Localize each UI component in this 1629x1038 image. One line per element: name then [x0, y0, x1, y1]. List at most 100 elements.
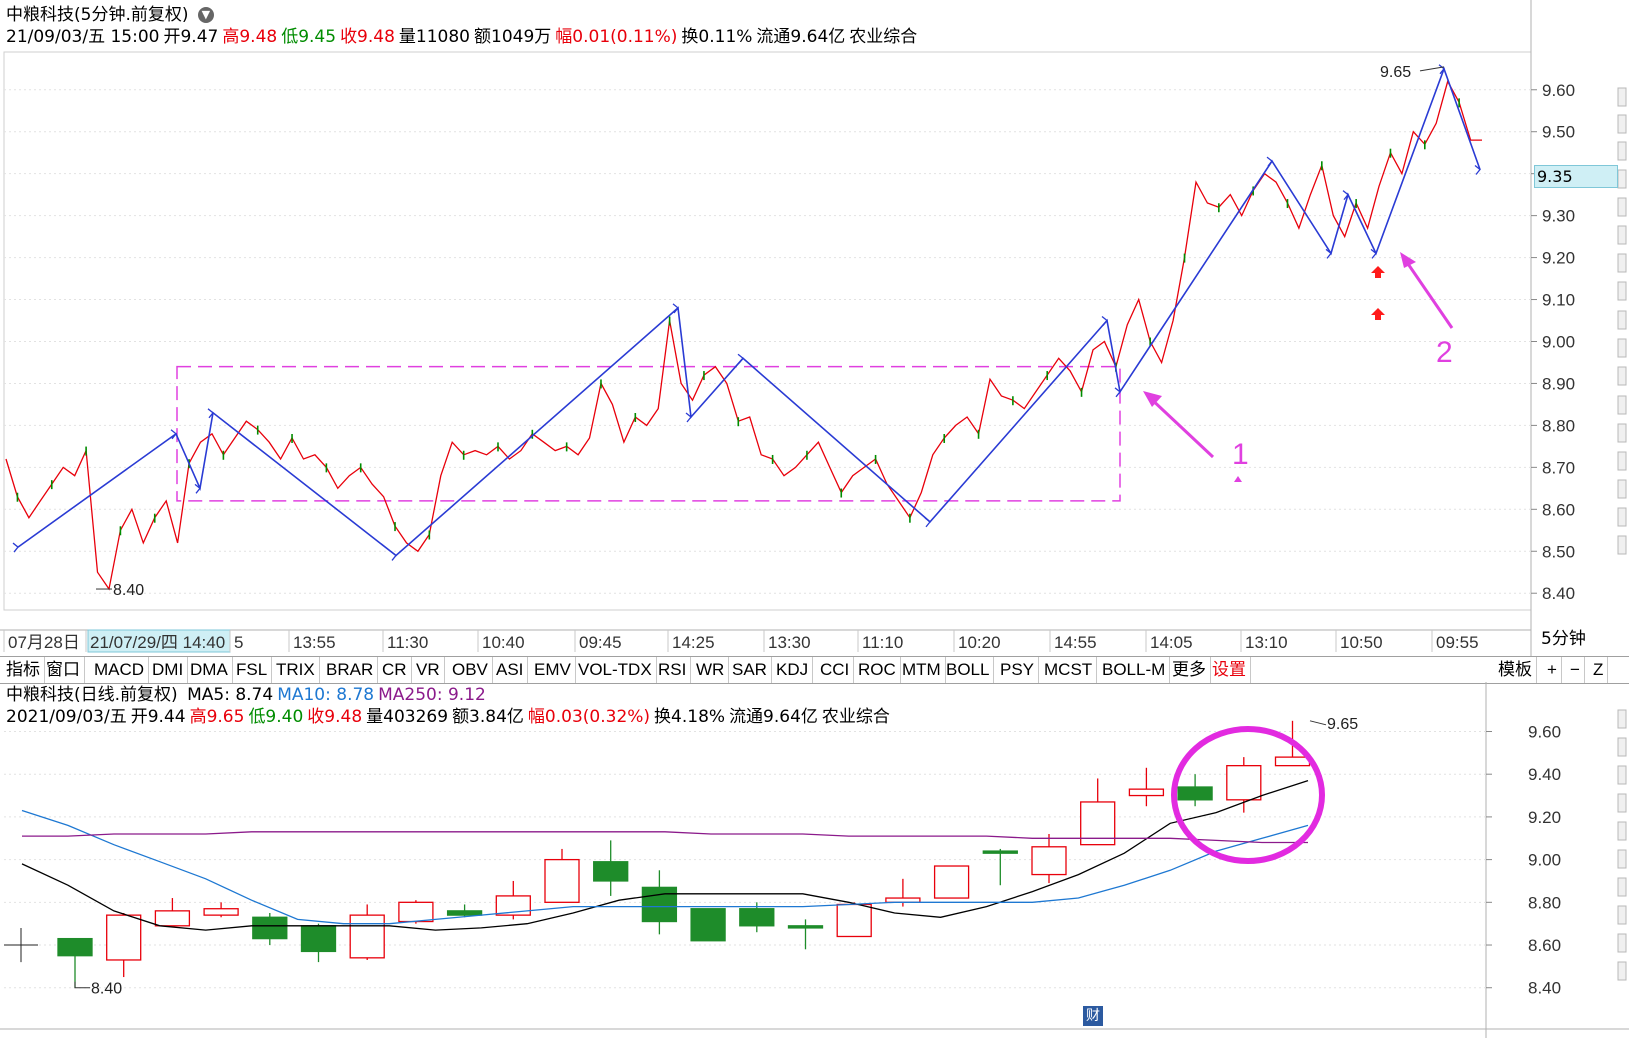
toolbar-item[interactable]: MCST	[1040, 657, 1098, 683]
toolbar-item[interactable]: 窗口	[42, 657, 85, 683]
toolbar-right-item[interactable]: Z	[1589, 657, 1609, 683]
toolbar-item[interactable]: BOLL-M	[1098, 657, 1171, 683]
toolbar-item[interactable]: 更多	[1168, 657, 1211, 683]
toolbar-item[interactable]: 设置	[1208, 657, 1251, 683]
side-scroll-button	[1617, 395, 1627, 415]
info-field: 量11080	[398, 27, 471, 47]
lower-ytick-label: 9.40	[1528, 765, 1561, 784]
upper-title-row: 中粮科技(5分钟.前复权) ▼	[6, 4, 218, 26]
zigzag-vertex-arrow	[924, 517, 931, 528]
toolbar-item[interactable]: VR	[412, 657, 445, 683]
upper-xtick-label: 14:55	[1054, 633, 1097, 652]
info-field: 农业综合	[849, 27, 918, 47]
toolbar-item[interactable]: CR	[378, 657, 412, 683]
upper-ytick-label: 8.40	[1542, 584, 1575, 603]
five-minute-price-chart[interactable]: 9.609.509.409.309.209.109.008.908.808.70…	[0, 0, 1629, 656]
zigzag-vertex-arrow	[12, 542, 19, 553]
period-label[interactable]: 5分钟	[1541, 629, 1586, 649]
side-scroll-button	[1617, 197, 1627, 217]
candle-up	[836, 903, 872, 938]
daily-candlestick-chart[interactable]: 9.60 9.40 9.20 9.00 8.80 8.60 8.40 8.40 9.65	[0, 682, 1629, 1038]
chevron-down-icon[interactable]: ▼	[197, 7, 214, 23]
toolbar-item[interactable]: BRAR	[322, 657, 379, 683]
info-field: 开9.47	[163, 27, 219, 47]
toolbar-right-item[interactable]: 模板	[1494, 657, 1537, 683]
lower-ytick-label: 8.60	[1528, 936, 1561, 955]
upper-xtick-label: 13:55	[293, 633, 336, 652]
toolbar-item[interactable]: DMA	[186, 657, 233, 683]
side-scroll-button	[1617, 961, 1627, 981]
info-field: 2021/09/03/五	[6, 707, 127, 727]
low-marker-label: 8.40	[113, 582, 144, 599]
info-field: 额3.84亿	[452, 707, 524, 727]
upper-ytick-label: 9.50	[1542, 123, 1575, 142]
info-field: 幅0.01(0.11%)	[555, 27, 678, 47]
upper-xtick-label: 07月28日	[8, 633, 80, 652]
candle-up	[933, 865, 970, 899]
consolidation-box	[176, 365, 1121, 502]
toolbar-right-item[interactable]: −	[1566, 657, 1585, 683]
ma-line-ma250	[22, 831, 1308, 844]
info-field: 额1049万	[474, 27, 552, 47]
high-marker-line	[1419, 66, 1445, 72]
zigzag-vertex-arrow	[1342, 190, 1349, 201]
lower-ytick-label: 8.80	[1528, 893, 1561, 912]
toolbar-item[interactable]: RSI	[654, 657, 692, 683]
toolbar-item[interactable]: ASI	[492, 657, 529, 683]
ma-label[interactable]: MA10: 8.78	[277, 685, 375, 705]
lower-ytick-label: 9.00	[1528, 851, 1561, 870]
high-marker-line	[1309, 720, 1327, 726]
annotation-dot-1	[1234, 476, 1242, 482]
toolbar-item[interactable]: EMV	[530, 657, 576, 683]
high-marker-label: 9.65	[1380, 64, 1411, 81]
upper-xtick-label: 13:30	[768, 633, 811, 652]
toolbar-item[interactable]: 指标	[2, 657, 45, 683]
lower-title-row: 中粮科技(日线.前复权) MA5: 8.74 MA10: 8.78 MA250: 9…	[6, 684, 490, 706]
upper-xtick-label: 09:55	[1436, 633, 1479, 652]
upper-xtick-label: 11:30	[387, 633, 428, 652]
toolbar-item[interactable]: ROC	[854, 657, 901, 683]
side-scroll-button	[1617, 253, 1627, 273]
ma-label[interactable]: MA5: 8.74	[187, 685, 274, 705]
zigzag-vertex-arrow	[1266, 156, 1273, 167]
toolbar-item[interactable]: VOL-TDX	[574, 657, 657, 683]
buy-signal-arrow-icon	[1371, 266, 1385, 278]
lower-ytick-label: 9.20	[1528, 808, 1561, 827]
zigzag-vertex-arrow	[207, 408, 214, 419]
toolbar-item[interactable]: SAR	[728, 657, 772, 683]
upper-xtick-label: 11:10	[862, 633, 903, 652]
info-field: 开9.44	[130, 707, 186, 727]
info-field: 换0.11%	[681, 27, 753, 47]
toolbar-item[interactable]: BOLL	[942, 657, 995, 683]
candle-up	[154, 910, 191, 927]
upper-ytick-label: 9.10	[1542, 291, 1575, 310]
candle-down	[252, 916, 288, 940]
annotation-arrowhead-2	[1400, 252, 1416, 268]
upper-ytick-label: 9.30	[1542, 207, 1575, 226]
toolbar-item[interactable]: PSY	[996, 657, 1040, 683]
toolbar-item[interactable]: FSL	[232, 657, 273, 683]
lower-stock-title[interactable]: 中粮科技(日线.前复权)	[6, 685, 178, 705]
toolbar-item[interactable]: KDJ	[772, 657, 814, 683]
low-marker-label: 8.40	[91, 981, 122, 998]
toolbar-item[interactable]: WR	[692, 657, 730, 683]
toolbar-item[interactable]: DMI	[148, 657, 189, 683]
side-scroll-button	[1617, 507, 1627, 527]
ma-label[interactable]: MA250: 9.12	[378, 685, 486, 705]
toolbar-item[interactable]: OBV	[448, 657, 493, 683]
side-scroll-button	[1617, 114, 1627, 134]
toolbar-item[interactable]: CCI	[816, 657, 855, 683]
candle-up	[495, 895, 531, 916]
side-scroll-button	[1617, 737, 1627, 757]
upper-ytick-label: 8.60	[1542, 500, 1575, 519]
upper-stock-title[interactable]: 中粮科技(5分钟.前复权)	[6, 5, 189, 25]
annotation-label-1: 1	[1232, 438, 1249, 471]
toolbar-item[interactable]: MACD	[90, 657, 150, 683]
side-scroll-button	[1617, 366, 1627, 386]
candle-up	[1226, 765, 1262, 801]
finance-badge[interactable]: 财	[1083, 1006, 1103, 1026]
toolbar-item[interactable]: MTM	[898, 657, 946, 683]
toolbar-right-item[interactable]: +	[1543, 657, 1562, 683]
zigzag-vertex-arrow	[685, 412, 692, 423]
toolbar-item[interactable]: TRIX	[272, 657, 320, 683]
